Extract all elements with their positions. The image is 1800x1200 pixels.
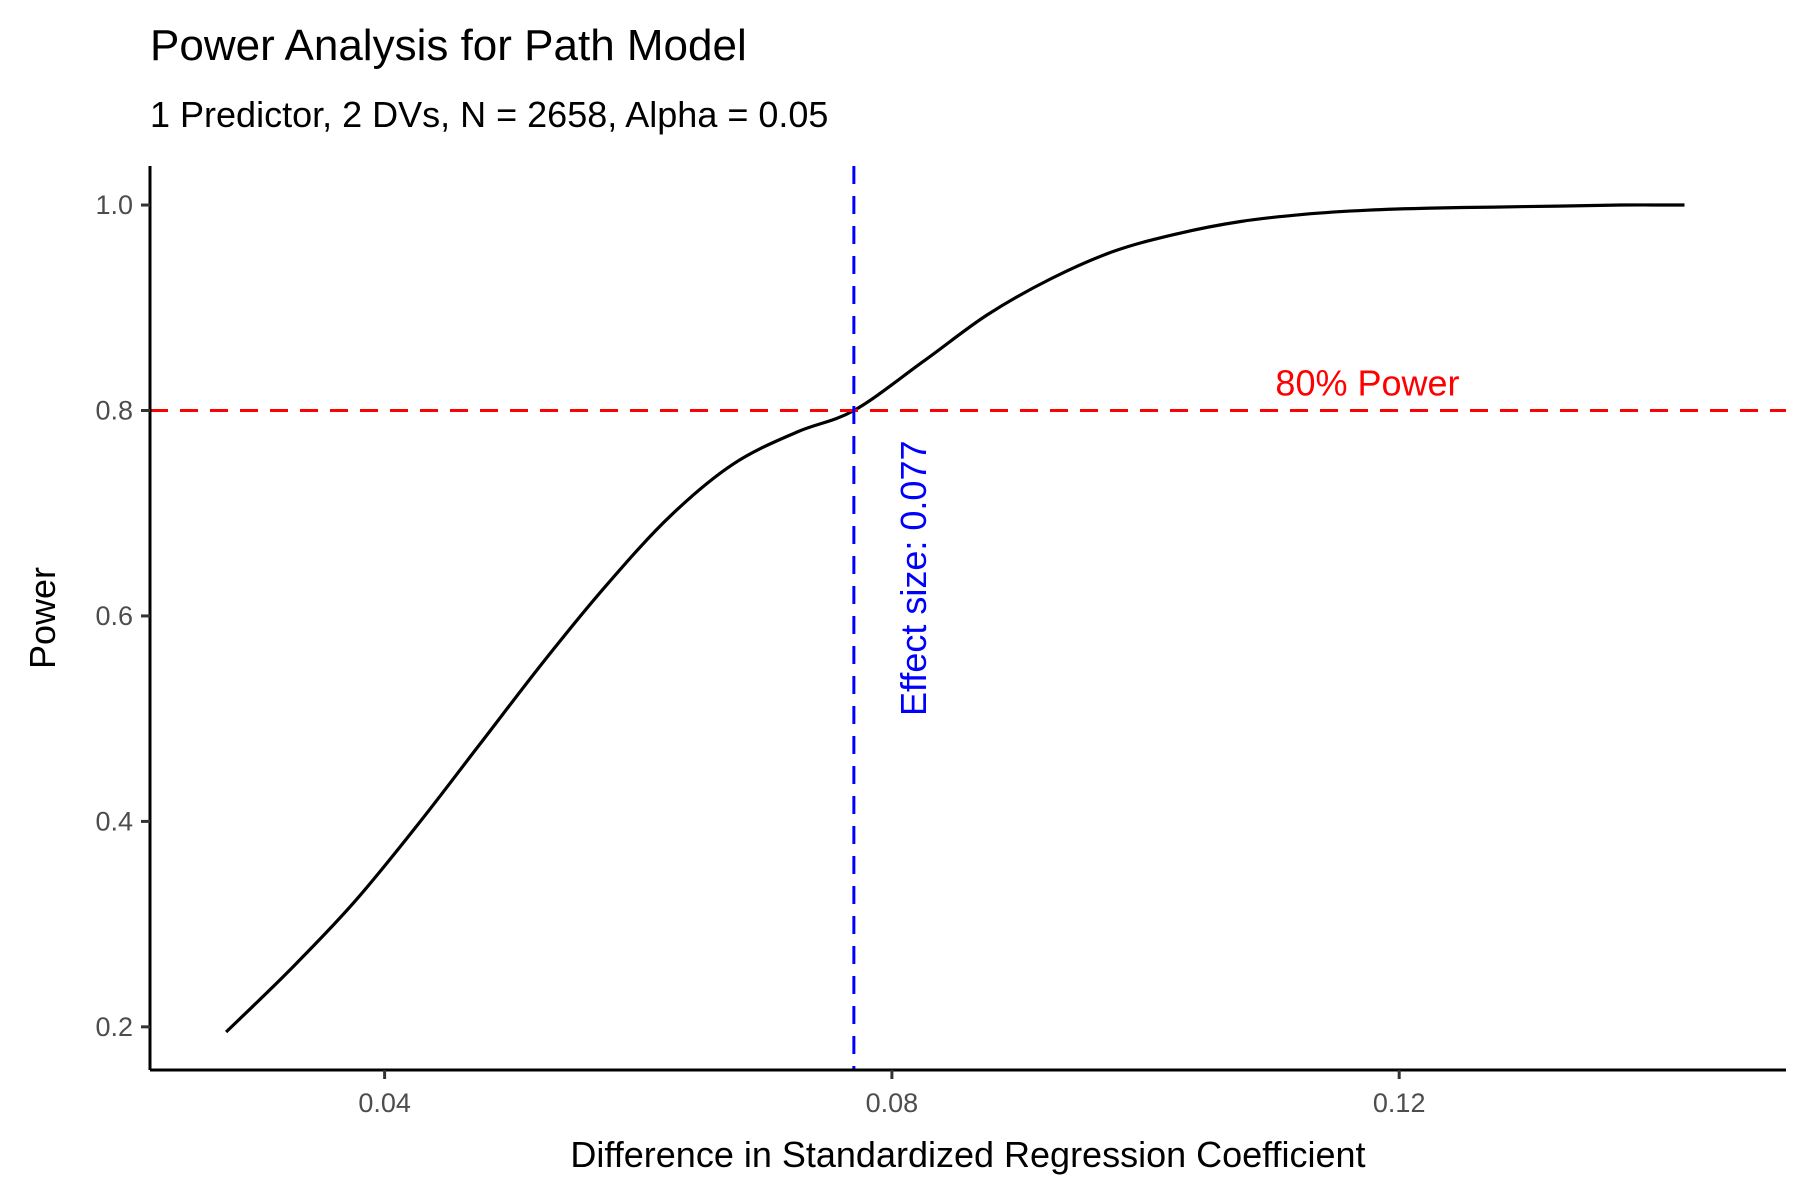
x-axis-title: Difference in Standardized Regression Co… <box>570 1134 1365 1175</box>
power-curve-line <box>224 203 1685 1034</box>
y-tick-label: 0.6 <box>95 601 133 631</box>
chart-subtitle: 1 Predictor, 2 DVs, N = 2658, Alpha = 0.… <box>150 94 828 135</box>
y-axis-title: Power <box>22 567 63 669</box>
plot-area: 80% Power Effect size: 0.077 <box>150 166 1786 1070</box>
chart-title: Power Analysis for Path Model <box>150 21 747 70</box>
y-tick-label: 0.8 <box>95 395 133 425</box>
y-tick-label: 1.0 <box>95 190 133 220</box>
y-tick-label: 0.2 <box>95 1012 133 1042</box>
axis-ticks: 0.04 0.08 0.12 0.2 0.4 0.6 0.8 1.0 <box>95 190 1425 1118</box>
x-tick-label: 0.04 <box>358 1088 411 1118</box>
power-threshold-label: 80% Power <box>1275 362 1459 403</box>
effect-size-label: Effect size: 0.077 <box>893 440 934 716</box>
x-tick-label: 0.08 <box>866 1088 919 1118</box>
y-tick-label: 0.4 <box>95 806 133 836</box>
x-tick-label: 0.12 <box>1373 1088 1426 1118</box>
